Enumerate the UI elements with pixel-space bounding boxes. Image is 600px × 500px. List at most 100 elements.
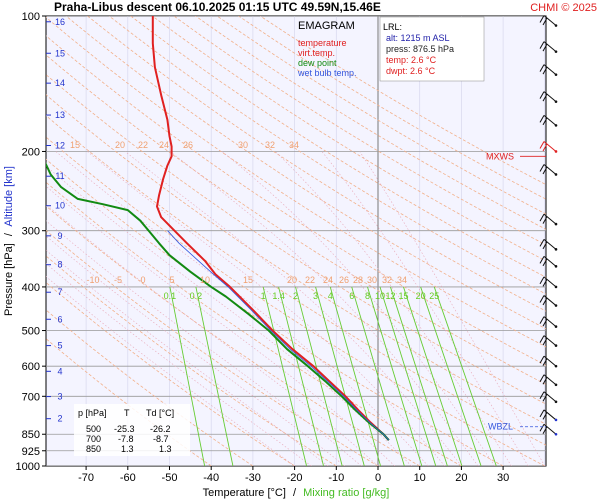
wind-barb-dot [554,24,558,27]
wind-barb-staff [543,391,557,403]
wind-barb-flag [539,295,545,303]
legend-entry-wet-bulb: wet bulb temp. [297,68,357,78]
table-row-500-td: -26.2 [150,424,171,434]
dry-adiabat [46,230,379,466]
wind-barb-dot [554,304,558,307]
wind-barb-flag [539,213,545,222]
wind-barb-flag [542,166,548,175]
adiabat-label: 15 [243,275,253,285]
x-axis-tick-label: 30 [497,472,509,484]
wind-barb-flag [542,318,548,327]
dry-adiabat [46,74,546,405]
mixing-ratio-label: 0.2 [190,291,203,301]
adiabat-label: -10 [86,275,99,285]
adiabat-label: 0 [140,275,145,285]
dry-adiabat [46,16,546,348]
wind-barb-staff [543,114,557,126]
x-axis-label: Temperature [°C] / Mixing ratio [g/kg] [203,487,390,499]
wind-barb-flag [539,41,545,49]
axes: -70 -60 -50 -40 -30 -20 -10 0 10 20 30100200300400… [16,11,510,484]
wind-barb [539,15,558,27]
mixing-ratio-label: 6 [349,291,354,301]
km-tick-label: 10 [55,201,65,211]
y-axis-label-sep: / [3,232,15,236]
km-tick-label: 8 [57,260,62,270]
y-axis-label: Pressure [hPa] / Altitude [km] [3,166,15,316]
mixing-ratio-line [169,286,206,466]
wind-barb [539,213,558,226]
y-axis-tick-label: 500 [22,326,40,338]
summary-table: p [hPa] T Td [°C] 500 -25.3 -26.2 700 -7… [74,404,190,456]
dry-adiabat [173,16,546,246]
wind-barb-flag [542,337,548,346]
wind-barb-staff [543,295,557,306]
moist-adiabat [321,151,529,466]
wind-barb-flag [539,409,545,418]
marker-label: WBZL [488,422,513,432]
mixing-ratio-line [351,286,405,466]
wind-barb [539,114,558,127]
km-tick-label: 9 [57,231,62,241]
moist-adiabat [46,185,395,466]
x-axis-tick-label: -60 [120,472,136,484]
mixing-ratio-label: 1.4 [272,291,285,301]
wind-barbs [539,15,558,436]
wind-barb-staff [543,141,557,152]
adiabat-label: 32 [382,275,392,285]
wind-barb [539,409,558,422]
moist-adiabat [359,151,546,466]
plot-background [45,15,547,467]
moist-adiabat [46,263,312,466]
y-axis-tick-label: 300 [22,226,40,238]
wind-barb-flag [539,164,545,172]
wind-barb-staff [543,409,557,421]
adiabat-label: 28 [353,275,363,285]
wet-bulb-line [167,230,390,441]
wind-barb-staff [543,91,557,103]
wind-barb-flag [542,93,548,102]
mixing-ratio-label: 4 [328,291,333,301]
wind-barb-flag [539,316,545,324]
lrl-press: press: 876.5 hPa [386,44,454,54]
grid-lines [46,16,546,466]
wind-barb-dot [554,383,558,387]
adiabat-label: 26 [183,140,193,150]
wind-barb-flag [539,15,545,23]
legend-title: EMAGRAM [298,20,355,32]
x-axis-label-temp: Temperature [°C] [203,487,286,499]
mixing-ratio-label: 0.1 [164,291,177,301]
dry-adiabat [46,338,212,466]
mixing-ratio-line [390,286,448,466]
mixing-ratio-label: 25 [429,291,439,301]
adiabat-label: 22 [138,140,148,150]
wind-barb-flag [539,91,545,99]
km-tick-label: 2 [57,414,62,424]
wind-barb [539,374,558,387]
table-row-850-td: 1.3 [159,444,172,454]
wind-barb-flag [542,394,548,402]
wind-barb-dot [554,265,558,268]
adiabat-label: 34 [289,140,299,150]
lrl-title: LRL: [383,22,402,32]
mixing-ratio-line [403,286,463,466]
legend-entry-virt-temp: virt.temp. [298,48,335,58]
wind-barb-staff [543,238,557,250]
wind-barb [539,316,558,328]
wind-barb [539,335,558,347]
wind-barb-flag [539,391,545,400]
km-tick-label: 12 [55,141,65,151]
wind-barb-flag [539,423,545,432]
km-tick-label: 16 [55,17,65,27]
x-axis-tick-label: -50 [162,472,178,484]
wind-barb-staff [543,374,557,386]
wind-barb-dot [554,50,558,53]
wind-barb-dot [554,418,558,422]
table-header-td: Td [°C] [146,408,174,418]
y-axis-tick-label: 1000 [16,461,40,473]
wind-barb-dot [554,364,558,368]
table-row-700-td: -8.7 [153,434,169,444]
wind-barb-staff [543,335,557,346]
wind-barb-staff [543,15,557,26]
adiabat-label: 20 [115,140,125,150]
table-row-500-p: 500 [86,424,101,434]
